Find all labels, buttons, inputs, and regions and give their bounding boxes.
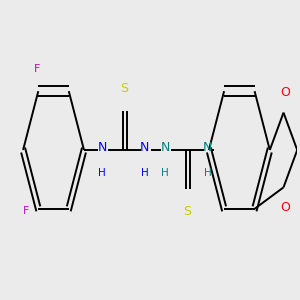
Text: H: H — [161, 168, 169, 178]
Text: N: N — [98, 141, 107, 154]
Text: H: H — [98, 168, 106, 178]
Text: N: N — [160, 141, 170, 154]
Text: H: H — [204, 168, 212, 178]
Text: N: N — [203, 141, 213, 154]
Text: H: H — [141, 168, 149, 178]
Text: F: F — [34, 64, 41, 74]
Text: N: N — [140, 141, 150, 154]
Text: F: F — [23, 206, 29, 216]
Text: O: O — [280, 86, 290, 99]
Text: O: O — [280, 201, 290, 214]
Text: S: S — [184, 205, 192, 218]
Text: S: S — [121, 82, 129, 95]
